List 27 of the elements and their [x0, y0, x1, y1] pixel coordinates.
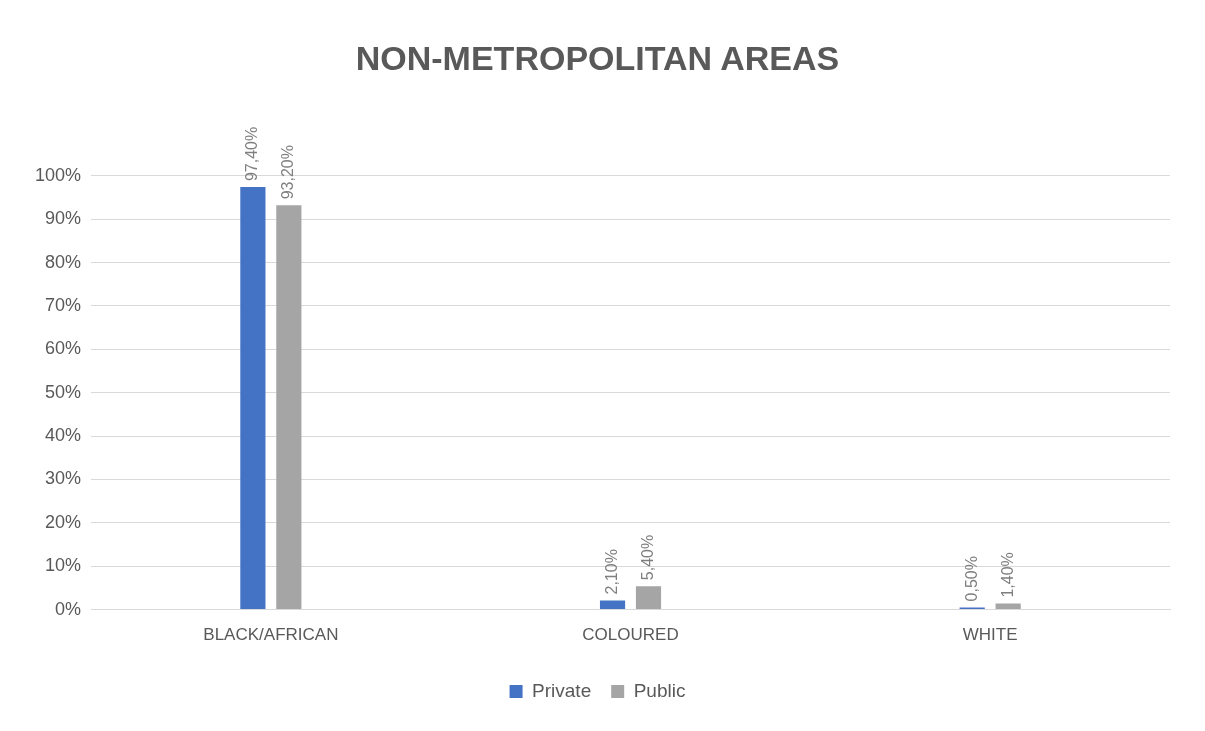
y-tick-label: 10%: [45, 555, 82, 576]
data-label: 97,40%: [243, 126, 261, 182]
y-tick-label: 40%: [45, 425, 82, 446]
x-tick-label: COLOURED: [582, 625, 679, 645]
y-tick-label: 70%: [45, 294, 82, 315]
data-label: 5,40%: [638, 534, 656, 581]
x-tick-label: WHITE: [962, 625, 1018, 645]
bar: [635, 586, 662, 610]
legend-label: Public: [633, 679, 686, 701]
y-tick-label: 50%: [45, 381, 82, 402]
legend-label: Private: [532, 679, 592, 701]
y-tick-label: 20%: [45, 511, 82, 532]
data-label: 93,20%: [279, 145, 297, 200]
data-label: 0,50%: [962, 556, 980, 602]
y-tick-label: 0%: [55, 598, 82, 619]
bar: [276, 205, 302, 610]
bar: [599, 600, 626, 610]
y-tick-label: 30%: [45, 468, 82, 489]
y-tick-label: 100%: [34, 164, 82, 185]
bar: [240, 187, 266, 610]
chart-title: NON-METROPOLITAN AREAS: [355, 38, 840, 77]
data-label: 1,40%: [998, 552, 1016, 598]
data-label: 2,10%: [602, 549, 620, 595]
y-tick-label: 60%: [45, 338, 82, 359]
y-tick-label: 80%: [45, 251, 82, 272]
x-tick-label: BLACK/AFRICAN: [203, 625, 339, 645]
y-tick-label: 90%: [45, 208, 82, 229]
